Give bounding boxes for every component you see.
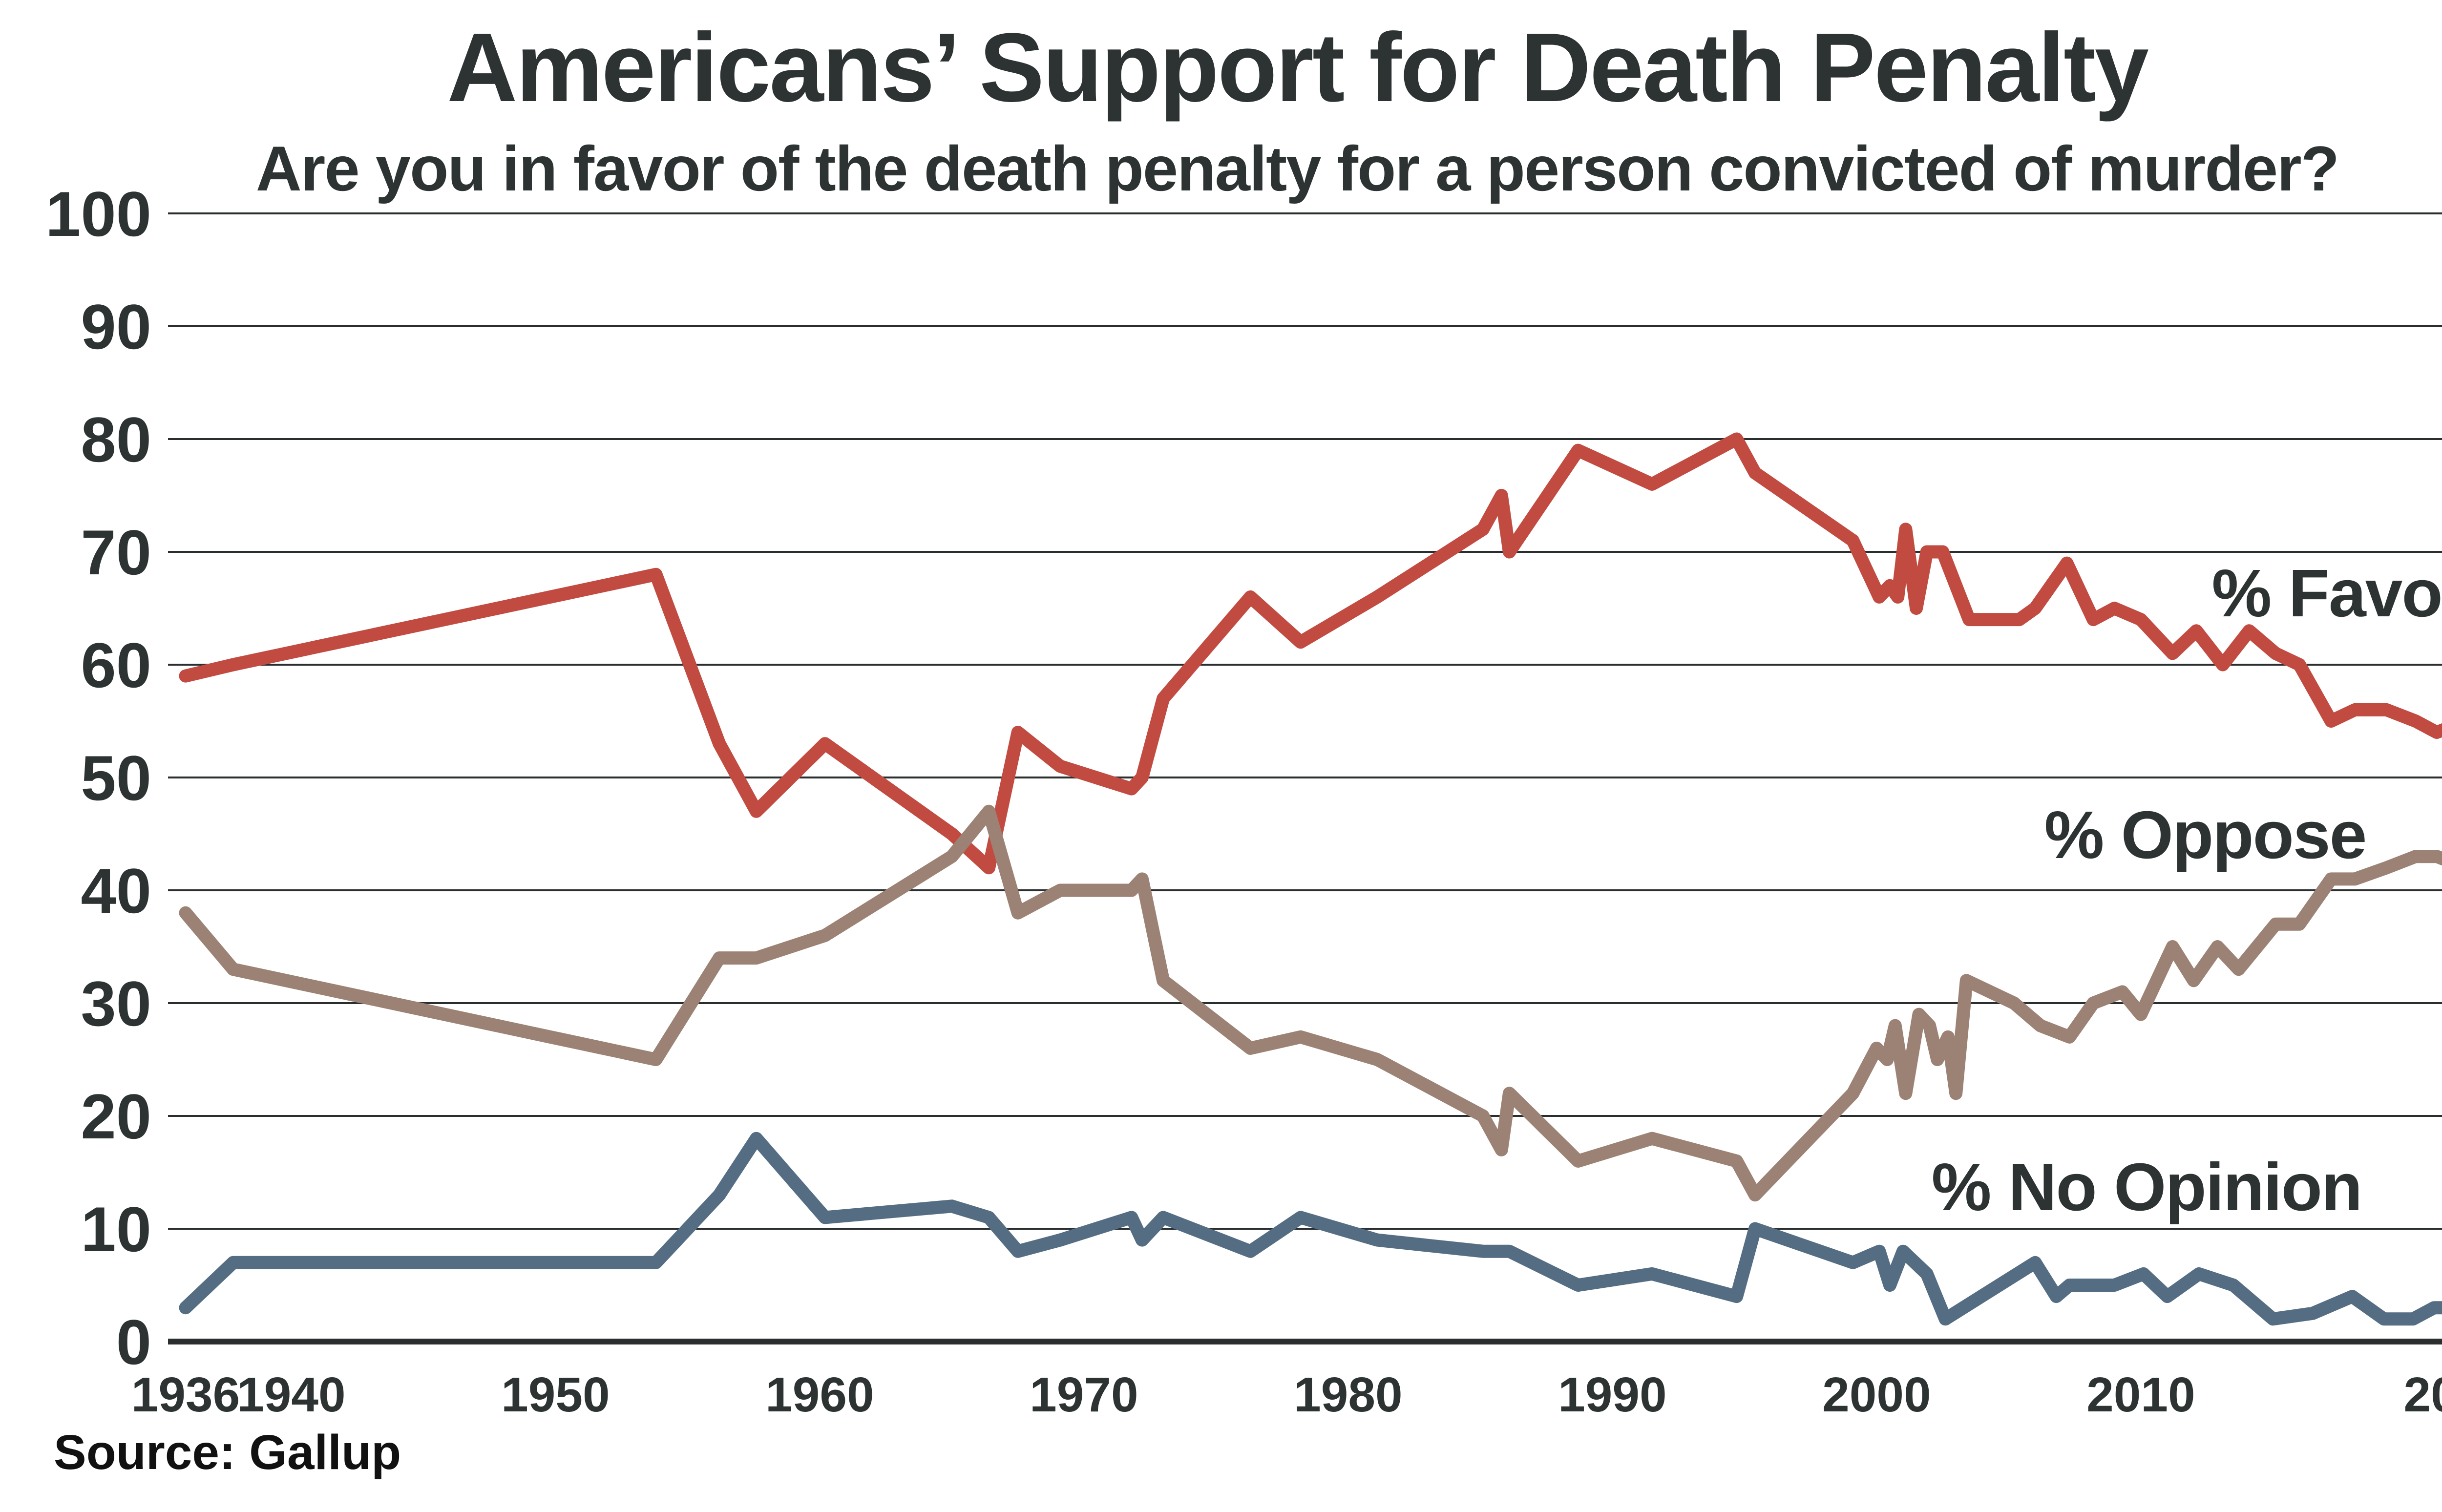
x-tick-label: 1970 — [1030, 1367, 1138, 1422]
series-line-favor — [179, 432, 2442, 875]
chart-title: Americans’ Support for Death Penalty — [447, 13, 2149, 122]
y-tick-label: 10 — [81, 1194, 151, 1265]
series-label-favor: % Favor — [2212, 556, 2442, 631]
y-tick-label: 30 — [81, 968, 151, 1039]
y-tick-label: 100 — [45, 178, 151, 250]
series-label-oppose: % Oppose — [2044, 798, 2366, 873]
x-tick-label: 2000 — [1822, 1367, 1931, 1422]
x-tick-label: 2010 — [2086, 1367, 2195, 1422]
series-line-no-opinion — [179, 1132, 2442, 1326]
series-lines — [179, 432, 2442, 1326]
x-tick-label: 1980 — [1294, 1367, 1402, 1422]
x-tick-label: 2022 — [2403, 1367, 2442, 1422]
source-note: Source: Gallup — [54, 1425, 401, 1480]
y-tick-label: 0 — [116, 1306, 151, 1378]
series-label-no-opinion: % No Opinion — [1932, 1150, 2362, 1225]
x-tick-label: 1960 — [765, 1367, 874, 1422]
x-tick-label: 1940 — [237, 1367, 345, 1422]
y-axis-labels: 0 10 20 30 40 50 60 70 80 90 100 — [45, 178, 151, 1378]
x-tick-label: 1950 — [501, 1367, 610, 1422]
series-labels: % Favor55%% Oppose42%% No Opinion3% — [1932, 556, 2442, 1225]
y-tick-label: 40 — [81, 855, 151, 926]
y-tick-label: 50 — [81, 742, 151, 814]
y-tick-label: 90 — [81, 291, 151, 362]
y-tick-label: 60 — [81, 630, 151, 701]
y-tick-label: 70 — [81, 517, 151, 588]
y-tick-label: 80 — [81, 404, 151, 475]
x-tick-label: 1990 — [1558, 1367, 1666, 1422]
gridlines — [168, 212, 2442, 1344]
y-tick-label: 20 — [81, 1081, 151, 1152]
chart-subtitle: Are you in favor of the death penalty fo… — [256, 133, 2338, 204]
x-tick-label: 1936 — [131, 1367, 240, 1422]
series-line-oppose — [179, 804, 2442, 1202]
